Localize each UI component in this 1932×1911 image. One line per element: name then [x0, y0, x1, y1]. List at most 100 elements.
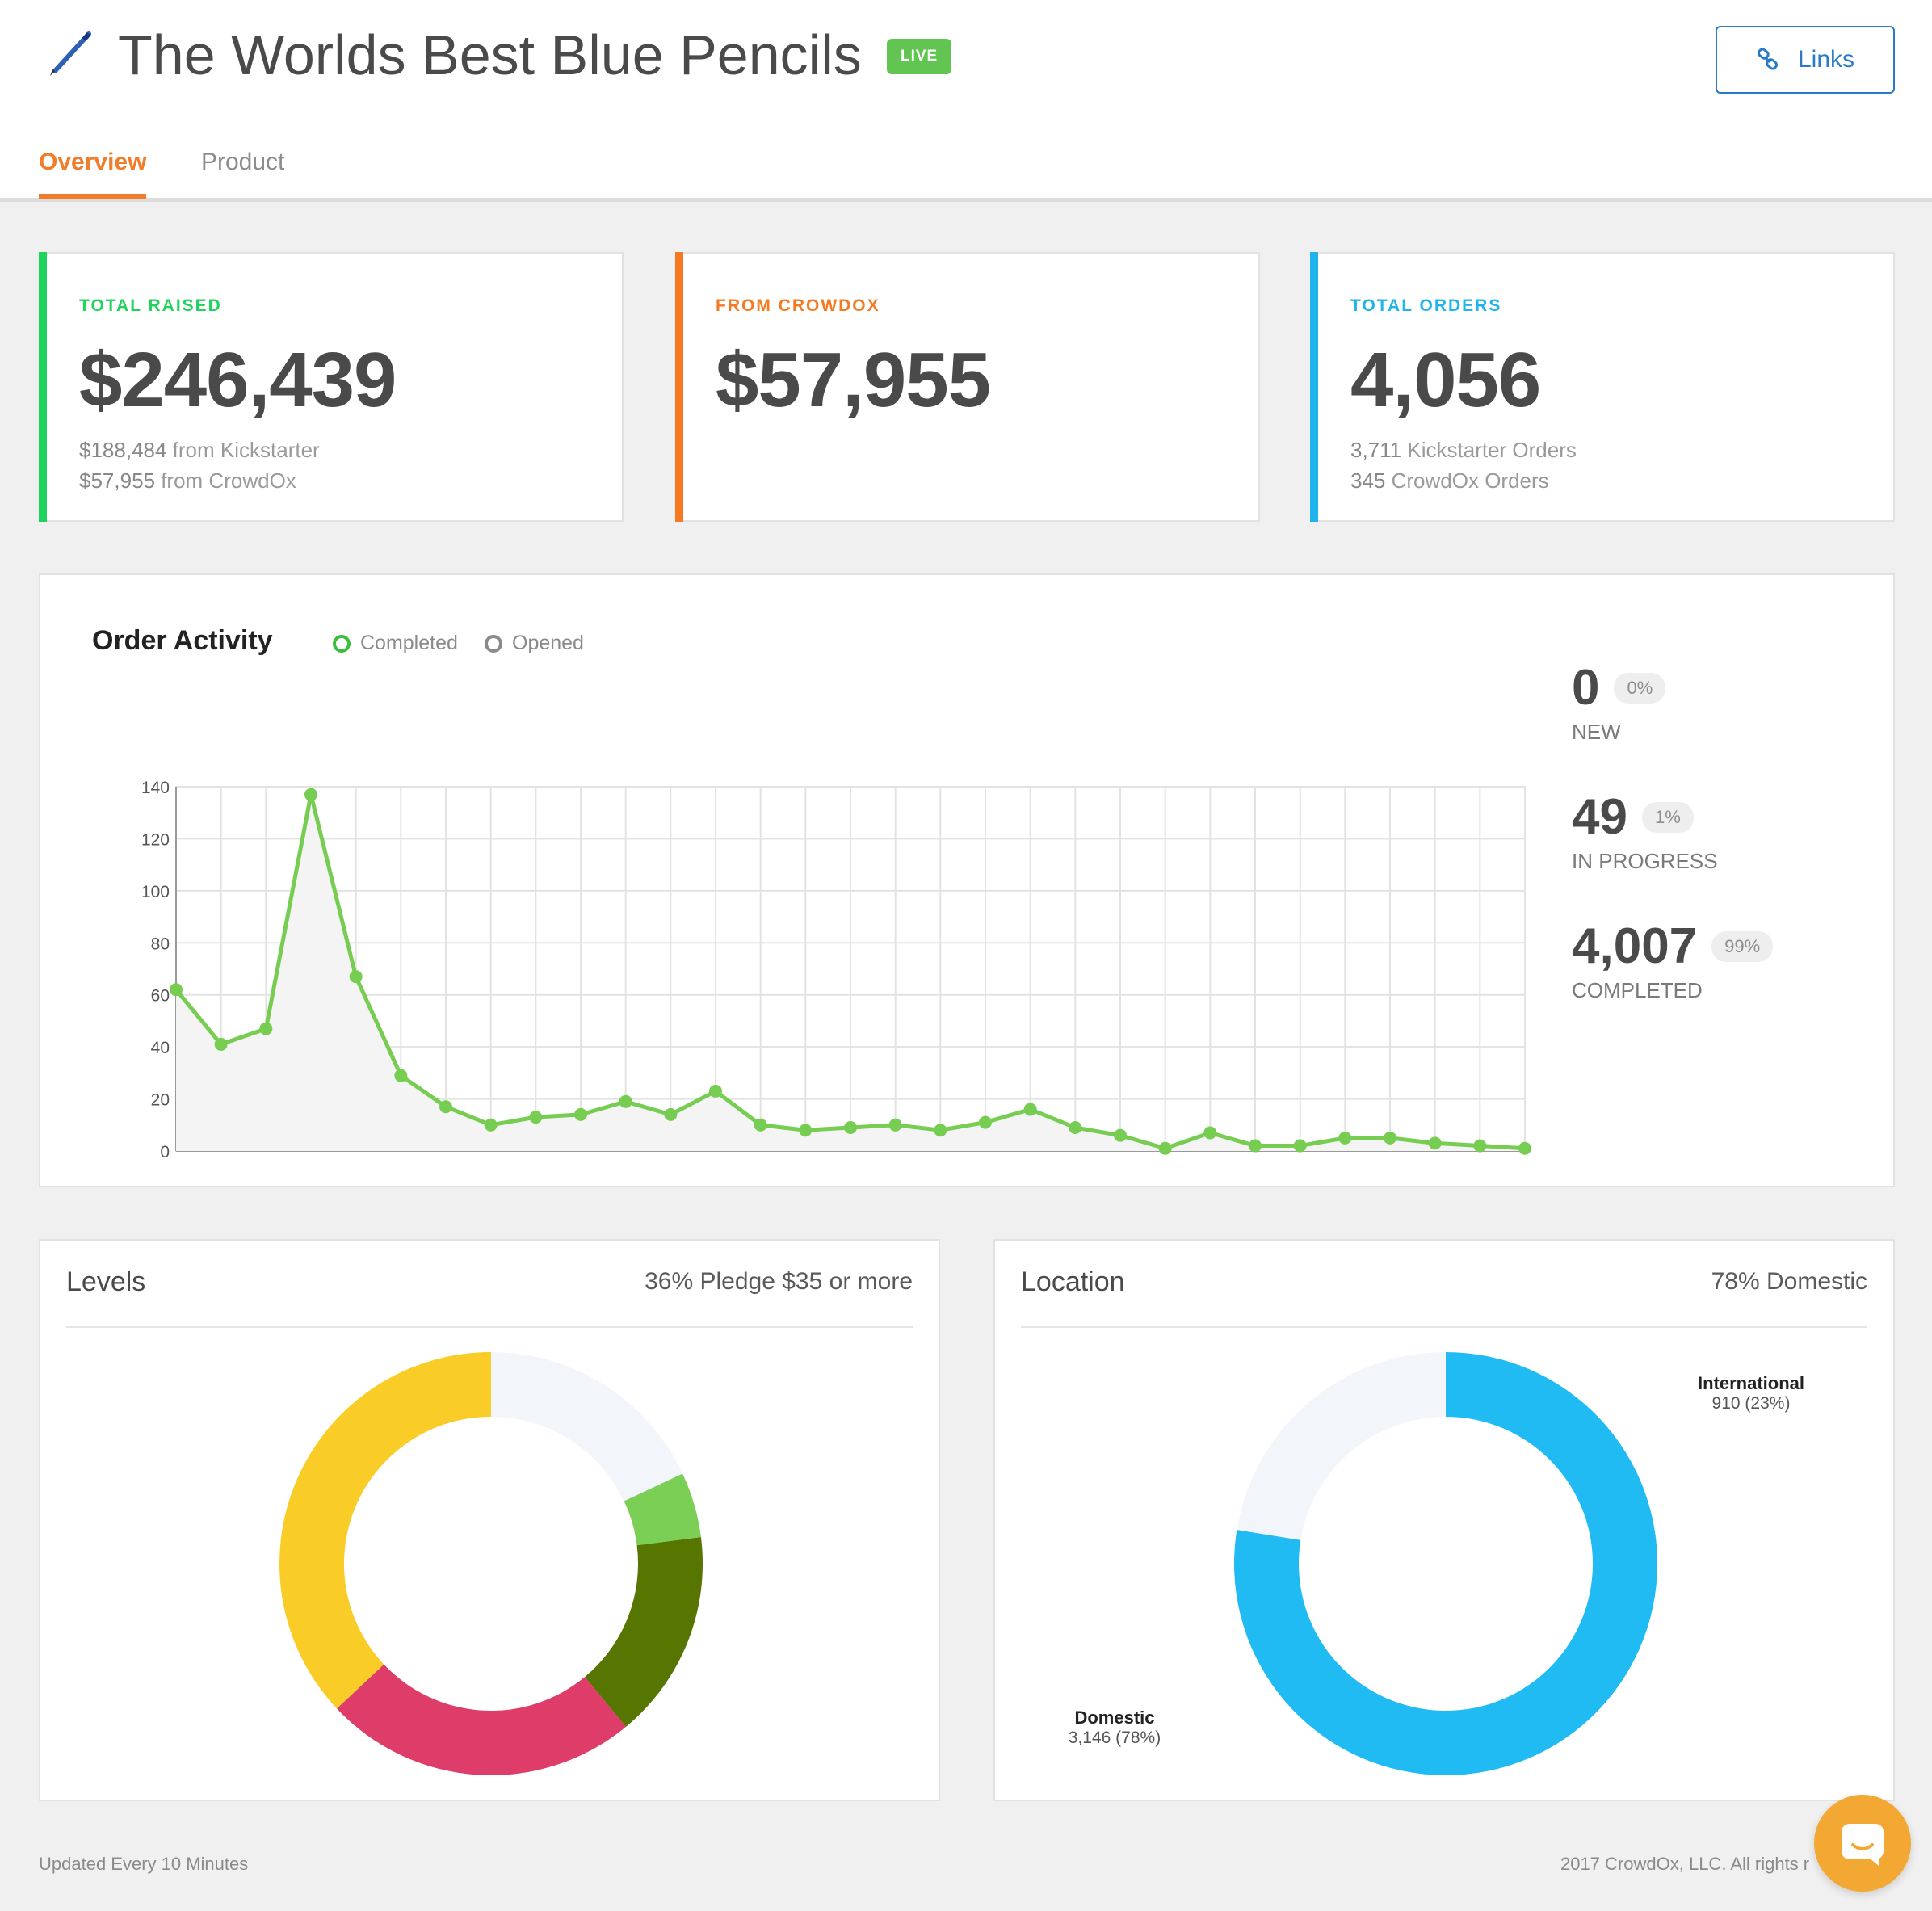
x-tick-label: Nov 25 — [361, 1162, 412, 1165]
x-tick-label: Dec 16 — [1305, 1162, 1356, 1165]
chat-button[interactable] — [1814, 1795, 1911, 1892]
page-title: The Worlds Best Blue Pencils — [118, 23, 862, 86]
y-tick-label: 120 — [141, 830, 170, 849]
data-point — [1473, 1139, 1487, 1153]
x-tick-label: Dec 10 — [1035, 1162, 1086, 1165]
links-button[interactable]: Links — [1716, 26, 1895, 94]
location-slice — [1237, 1352, 1446, 1540]
x-tick-label: Dec 12 — [1125, 1162, 1176, 1165]
stat-completed-label: COMPLETED — [1572, 978, 1703, 1002]
international-label: International 910 (23%) — [1686, 1373, 1816, 1413]
stat-completed-percent: 99% — [1712, 930, 1774, 962]
y-tick-label: 140 — [141, 779, 170, 797]
x-tick-label: Dec 20 — [1485, 1162, 1536, 1165]
crowdox-amount: $57,955 — [79, 468, 155, 493]
data-point — [979, 1115, 992, 1129]
tab-product[interactable]: Product — [201, 149, 285, 175]
update-note: Updated Every 10 Minutes — [39, 1854, 249, 1874]
stat-completed: 4,007 99% COMPLETED — [1572, 918, 1774, 1003]
x-tick-label: Dec 05 — [811, 1162, 862, 1165]
stat-new-label: NEW — [1572, 720, 1621, 744]
location-donut-chart — [1234, 1352, 1657, 1775]
kickstarter-text: from Kickstarter — [166, 438, 320, 462]
crowdox-text: from CrowdOx — [154, 468, 296, 493]
levels-slice — [279, 1352, 491, 1709]
levels-summary: 36% Pledge $35 or more — [645, 1268, 913, 1295]
data-point — [934, 1124, 947, 1137]
data-point — [484, 1118, 498, 1132]
data-point — [259, 1022, 273, 1035]
location-summary: 78% Domestic — [1711, 1268, 1867, 1295]
y-tick-label: 40 — [151, 1039, 170, 1057]
stat-new: 0 0% NEW — [1572, 659, 1666, 745]
levels-title: Levels — [66, 1266, 146, 1297]
card-accent-bar — [675, 252, 683, 522]
x-tick-label: Nov 24 — [316, 1161, 368, 1165]
legend-opened[interactable]: Opened — [485, 632, 584, 655]
divider — [66, 1326, 913, 1328]
x-tick-label: Nov 26 — [406, 1162, 457, 1165]
data-point — [349, 970, 363, 984]
x-tick-label: Dec 13 — [1170, 1162, 1221, 1165]
data-point — [1249, 1139, 1262, 1153]
data-point — [1203, 1126, 1217, 1140]
data-point — [170, 983, 183, 997]
location-title: Location — [1021, 1266, 1125, 1297]
x-tick-label: Nov 28 — [496, 1162, 547, 1165]
top-bar: The Worlds Best Blue Pencils LIVE Links … — [0, 0, 1932, 202]
legend-completed-marker — [333, 634, 351, 653]
y-tick-label: 80 — [151, 934, 170, 953]
data-point — [394, 1069, 408, 1082]
divider — [1021, 1326, 1867, 1328]
domestic-label-value: 3,146 (78%) — [1068, 1728, 1161, 1747]
data-point — [1428, 1136, 1442, 1150]
total-raised-label: TOTAL RAISED — [79, 296, 222, 315]
stat-in-progress: 49 1% IN PROGRESS — [1572, 788, 1718, 874]
total-orders-label: TOTAL ORDERS — [1350, 296, 1502, 315]
kickstarter-orders-text: Kickstarter Orders — [1401, 438, 1577, 462]
stat-in-progress-label: IN PROGRESS — [1572, 849, 1718, 873]
data-point — [1069, 1121, 1082, 1135]
order-activity-chart: 020406080100120140Nov 20Nov 21Nov 22Nov … — [136, 779, 1536, 1165]
data-point — [1338, 1131, 1352, 1144]
domestic-label-title: Domestic — [1074, 1707, 1155, 1728]
data-point — [664, 1107, 678, 1121]
data-point — [888, 1118, 902, 1132]
x-tick-label: Dec 01 — [631, 1162, 682, 1165]
kickstarter-orders-line: 3,711 Kickstarter Orders — [1350, 438, 1577, 463]
from-crowdox-card: FROM CROWDOX $57,955 — [675, 252, 1260, 522]
chat-icon — [1842, 1824, 1884, 1866]
stat-in-progress-percent: 1% — [1641, 801, 1694, 833]
data-point — [1384, 1131, 1396, 1144]
copyright: 2017 CrowdOx, LLC. All rights r — [1560, 1854, 1810, 1874]
total-orders-card: TOTAL ORDERS 4,056 3,711 Kickstarter Ord… — [1310, 252, 1895, 522]
levels-slice — [491, 1352, 683, 1502]
kickstarter-amount: $188,484 — [79, 438, 167, 462]
x-tick-label: Nov 30 — [586, 1162, 636, 1165]
y-tick-label: 20 — [151, 1091, 170, 1110]
data-point — [529, 1111, 543, 1124]
x-tick-label: Dec 19 — [1440, 1162, 1491, 1165]
x-tick-label: Nov 23 — [271, 1162, 322, 1165]
levels-slice — [624, 1473, 701, 1546]
legend-opened-label: Opened — [512, 632, 584, 654]
live-badge: LIVE — [887, 39, 952, 74]
stat-new-percent: 0% — [1614, 672, 1666, 704]
x-tick-label: Nov 20 — [136, 1162, 187, 1165]
total-raised-value: $246,439 — [79, 337, 397, 423]
legend-completed[interactable]: Completed — [333, 632, 458, 655]
stat-completed-value: 4,007 — [1572, 918, 1698, 974]
x-tick-label: Nov 22 — [226, 1162, 277, 1165]
y-tick-label: 100 — [141, 883, 170, 901]
data-point — [214, 1037, 228, 1051]
crowdox-orders-line: 345 CrowdOx Orders — [1350, 468, 1549, 494]
x-tick-label: Dec 11 — [1082, 1162, 1132, 1165]
data-point — [1518, 1141, 1531, 1155]
order-activity-panel: Order Activity Completed Opened 0 20 40 60 8… — [39, 573, 1895, 1187]
data-point — [304, 788, 317, 801]
data-point — [619, 1094, 632, 1108]
total-orders-value: 4,056 — [1350, 337, 1541, 423]
tab-overview[interactable]: Overview — [39, 149, 147, 199]
x-tick-label: Dec 03 — [720, 1162, 771, 1165]
crowdox-orders-count: 345 — [1350, 468, 1386, 493]
